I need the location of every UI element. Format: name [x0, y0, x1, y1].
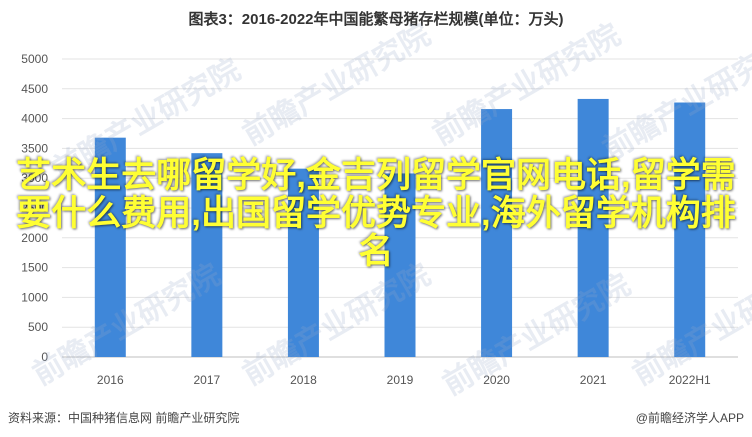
x-tick-label: 2021 [580, 373, 607, 387]
y-tick-label: 2000 [21, 231, 48, 245]
y-tick-label: 1000 [21, 290, 48, 304]
y-tick-label: 1500 [21, 261, 48, 275]
y-tick-label: 500 [28, 320, 48, 334]
y-tick-label: 4000 [21, 112, 48, 126]
y-tick-label: 5000 [21, 52, 48, 66]
source-note: 资料来源：中国种猪信息网 前瞻产业研究院 [8, 411, 240, 425]
x-tick-label: 2017 [194, 373, 221, 387]
y-tick-label: 4500 [21, 82, 48, 96]
x-tick-label: 2019 [387, 373, 414, 387]
overlay-caption: 艺术生去哪留学好,金吉列留学官网电话,留学需要什么费用,出国留学优势专业,海外留… [16, 156, 736, 271]
x-tick-label: 2020 [483, 373, 510, 387]
x-axis: 2016 2017 2018 2019 2020 2021 2022H1 [97, 373, 711, 387]
x-tick-label: 2022H1 [669, 373, 711, 387]
y-tick-label: 2500 [21, 201, 48, 215]
y-tick-label: 3500 [21, 141, 48, 155]
bar-2019 [384, 173, 416, 357]
bar-2017 [191, 153, 223, 357]
bar-2016 [94, 137, 126, 357]
y-axis: 0 500 1000 1500 2000 2500 3000 3500 4000 4500 5000 [21, 52, 48, 364]
y-tick-label: 3000 [21, 171, 48, 185]
brand-credit: @前瞻经济学人APP [635, 411, 744, 425]
bar-2021 [577, 98, 609, 357]
x-tick-label: 2018 [290, 373, 317, 387]
bar-2018 [287, 168, 319, 357]
chart-title: 图表3：2016-2022年中国能繁母猪存栏规模(单位：万头) [188, 11, 564, 28]
bar-2020 [481, 109, 513, 358]
bars [94, 98, 706, 358]
x-tick-label: 2016 [97, 373, 124, 387]
bar-2022H1 [674, 102, 706, 358]
y-tick-label: 0 [41, 350, 48, 364]
